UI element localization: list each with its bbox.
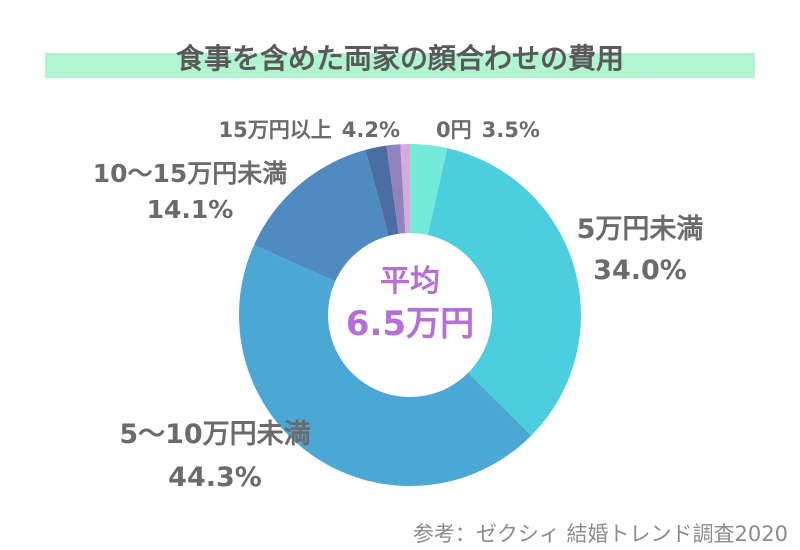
donut-slice-3 bbox=[254, 149, 389, 282]
label-0yen-pct: 3.5% bbox=[481, 118, 540, 142]
title-highlight-bar bbox=[45, 53, 755, 78]
source-note: 参考：ゼクシィ 結婚トレンド調査2020 bbox=[412, 522, 788, 546]
label-5-10man-pct: 44.3% bbox=[168, 462, 262, 494]
donut-slice-4-2 bbox=[400, 144, 410, 234]
label-under-5man-pct: 34.0% bbox=[593, 254, 687, 286]
donut-slice-1 bbox=[427, 148, 582, 436]
label-10-15man: 10〜15万円未満 14.1% bbox=[60, 156, 320, 227]
donut-slice-4-0 bbox=[365, 145, 399, 236]
label-15man-ijou: 15万円以上 4.2% bbox=[150, 114, 400, 144]
donut-slice-0 bbox=[410, 144, 448, 235]
donut-center-label: 平均 6.5万円 bbox=[310, 264, 510, 344]
label-10-15man-pct: 14.1% bbox=[146, 194, 234, 224]
label-0yen: 0円 3.5% bbox=[436, 114, 540, 144]
average-value: 6.5万円 bbox=[345, 304, 475, 344]
donut-svg bbox=[238, 144, 582, 487]
label-under-5man-text: 5万円未満 bbox=[576, 214, 704, 245]
page-title: 食事を含めた両家の顔合わせの費用 bbox=[175, 42, 624, 75]
average-caption: 平均 bbox=[380, 264, 440, 299]
donut-slice-4-1 bbox=[386, 144, 406, 234]
label-0yen-text: 0円 bbox=[436, 118, 472, 142]
label-15man-ijou-pct: 4.2% bbox=[341, 118, 400, 142]
donut-slice-2 bbox=[238, 244, 532, 487]
label-15man-ijou-text: 15万円以上 bbox=[218, 118, 332, 142]
label-under-5man: 5万円未満 34.0% bbox=[545, 210, 735, 291]
label-10-15man-text: 10〜15万円未満 bbox=[92, 159, 288, 188]
label-5-10man: 5〜10万円未満 44.3% bbox=[95, 413, 335, 499]
label-5-10man-text: 5〜10万円未満 bbox=[119, 419, 311, 450]
